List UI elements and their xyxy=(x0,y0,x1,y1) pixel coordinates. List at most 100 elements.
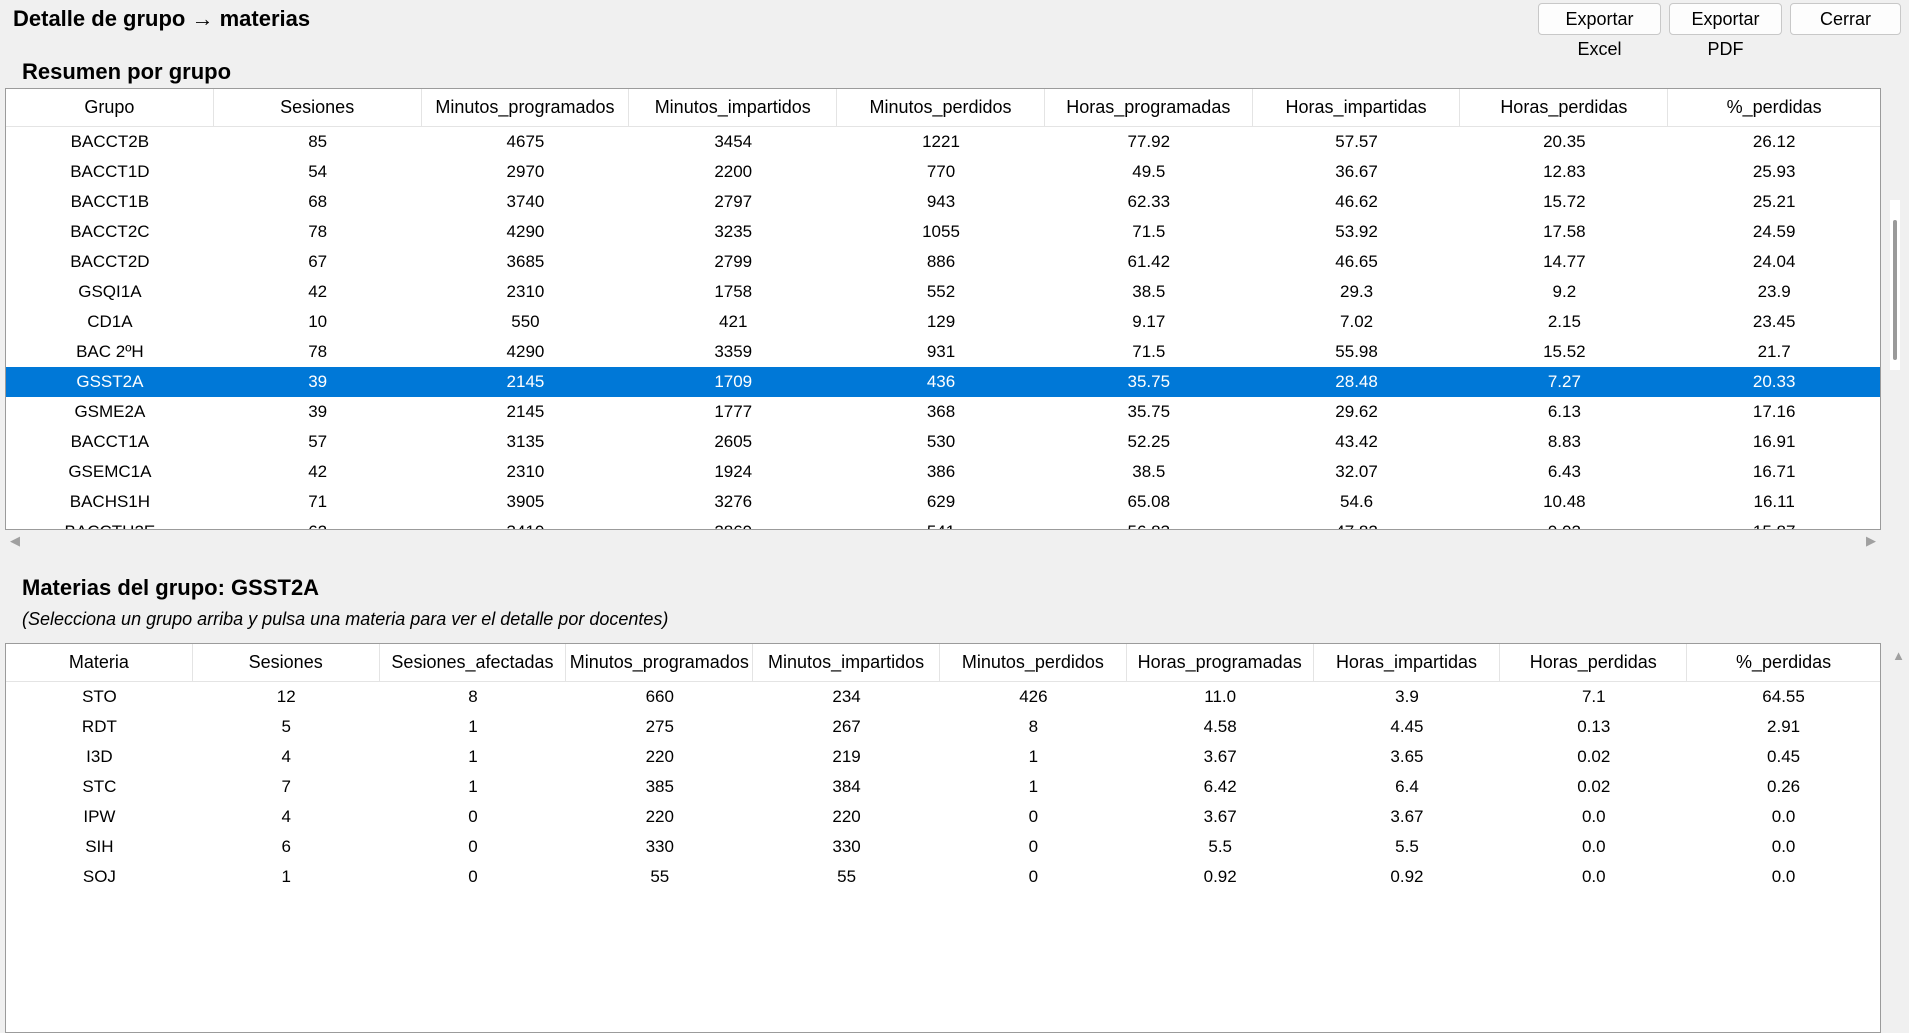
table-cell: 2869 xyxy=(629,517,837,529)
export-pdf-button[interactable]: Exportar PDF xyxy=(1669,3,1782,59)
table-row[interactable]: BACCT1B 68 3740 2797 943 62.33 46.62 15.72 25.21 xyxy=(6,187,1880,217)
table-row[interactable]: BACCTH2E623410286954156.8347.829.0215.87 xyxy=(6,517,1880,529)
table-row[interactable]: I3D 4 1 220 219 1 3.67 3.65 0.02 0.45 xyxy=(6,742,1880,772)
table-row[interactable]: GSEMC1A 42 2310 1924 386 38.5 32.07 6.43 16.71 xyxy=(6,457,1880,487)
table-cell: 77.92 xyxy=(1127,132,1171,151)
table-cell: 23.45 xyxy=(1752,312,1796,331)
table-cell: 43.42 xyxy=(1335,432,1378,451)
table-row[interactable]: GSST2A 39 2145 1709 436 35.75 28.48 7.27 20.33 xyxy=(6,367,1880,397)
table-cell: 0 xyxy=(468,837,478,856)
table-row[interactable]: SIH 6 0 330 330 0 5.5 5.5 0.0 0.0 xyxy=(6,832,1880,862)
column-header-minutos-programados[interactable]: Minutos_programados xyxy=(566,644,754,681)
table-cell: 78 xyxy=(308,222,328,241)
table-cell: 12 xyxy=(276,687,296,706)
table-cell: 8 xyxy=(1028,717,1039,736)
table-cell: 4 xyxy=(281,807,291,826)
table-cell: 3.65 xyxy=(1390,747,1424,766)
summary-horizontal-scrollbar[interactable]: ◀ ▶ xyxy=(5,533,1881,551)
column-header-horas-programadas[interactable]: Horas_programadas xyxy=(1127,644,1314,681)
column-header-minutos-perdidos[interactable]: Minutos_perdidos xyxy=(837,89,1045,126)
table-row[interactable]: GSQI1A 42 2310 1758 552 38.5 29.3 9.2 23.9 xyxy=(6,277,1880,307)
table-row[interactable]: SOJ 1 0 55 55 0 0.92 0.92 0.0 0.0 xyxy=(6,862,1880,892)
table-row[interactable]: BACCT2D 67 3685 2799 886 61.42 46.65 14.77 24.04 xyxy=(6,247,1880,277)
column-header-horas-impartidas[interactable]: Horas_impartidas xyxy=(1314,644,1501,681)
table-cell: 4.45 xyxy=(1390,717,1424,736)
table-row[interactable]: BAC 2ºH 78 4290 3359 931 71.5 55.98 15.52 21.7 xyxy=(6,337,1880,367)
table-cell: 384 xyxy=(832,777,861,796)
table-cell: 46.65 xyxy=(1335,252,1378,271)
table-row[interactable]: BACCT2B 85 4675 3454 1221 77.92 57.57 20.35 26.1… xyxy=(6,127,1880,157)
table-cell: 26.12 xyxy=(1752,132,1796,151)
table-cell: 1 xyxy=(1028,747,1039,766)
table-cell: 35.75 xyxy=(1127,402,1171,421)
table-cell: 1 xyxy=(281,867,291,886)
table-row[interactable]: IPW 4 0 220 220 0 3.67 3.67 0.0 0.0 xyxy=(6,802,1880,832)
table-cell: 85 xyxy=(308,132,328,151)
detail-title-prefix: Materias del grupo: xyxy=(22,575,232,600)
table-cell: 47.82 xyxy=(1253,517,1461,529)
summary-table[interactable]: Grupo Sesiones Minutos_programados Minutos_… xyxy=(5,88,1881,530)
table-cell: 0 xyxy=(1028,807,1039,826)
scroll-left-icon[interactable]: ◀ xyxy=(10,533,20,548)
detail-scroll-up-icon[interactable]: ▲ xyxy=(1892,648,1905,663)
table-cell: 9.02 xyxy=(1460,517,1668,529)
table-cell: 2200 xyxy=(714,162,753,181)
column-header-horas-perdidas[interactable]: Horas_perdidas xyxy=(1460,89,1669,126)
table-cell: 2970 xyxy=(506,162,545,181)
table-cell: 220 xyxy=(832,807,861,826)
column-header-materia[interactable]: Materia xyxy=(6,644,193,681)
table-cell: 62 xyxy=(214,517,422,529)
table-row[interactable]: BACCT2C 78 4290 3235 1055 71.5 53.92 17.58 24.59 xyxy=(6,217,1880,247)
table-cell: 0.02 xyxy=(1577,777,1611,796)
column-header-horas-perdidas[interactable]: Horas_perdidas xyxy=(1500,644,1688,681)
table-row[interactable]: GSME2A 39 2145 1777 368 35.75 29.62 6.13 17.16 xyxy=(6,397,1880,427)
table-row[interactable]: STO 12 8 660 234 426 11.0 3.9 7.1 64.55 xyxy=(6,682,1880,712)
export-excel-button[interactable]: Exportar Excel xyxy=(1538,3,1661,59)
column-header-minutos-programados[interactable]: Minutos_programados xyxy=(422,89,630,126)
table-cell: 15.87 xyxy=(1668,517,1880,529)
column-header-minutos-impartidos[interactable]: Minutos_impartidos xyxy=(753,644,940,681)
column-header-grupo[interactable]: Grupo xyxy=(6,89,214,126)
table-cell: 10.48 xyxy=(1543,492,1586,511)
column-header-minutos-impartidos[interactable]: Minutos_impartidos xyxy=(629,89,838,126)
table-cell: 42 xyxy=(308,462,328,481)
summary-scroll-thumb[interactable] xyxy=(1893,220,1897,360)
scroll-right-icon[interactable]: ▶ xyxy=(1866,533,1876,548)
table-cell: 1 xyxy=(468,777,478,796)
table-cell: 29.62 xyxy=(1335,402,1378,421)
table-cell: 15.52 xyxy=(1543,342,1586,361)
table-cell: BACCT2D xyxy=(70,252,150,271)
table-cell: 0.92 xyxy=(1203,867,1237,886)
table-cell: 36.67 xyxy=(1335,162,1378,181)
column-header-sesiones[interactable]: Sesiones xyxy=(193,644,380,681)
table-cell: STO xyxy=(82,687,117,706)
close-button[interactable]: Cerrar xyxy=(1790,3,1901,35)
table-cell: BAC 2ºH xyxy=(76,342,144,361)
column-header-minutos-perdidos[interactable]: Minutos_perdidos xyxy=(940,644,1127,681)
summary-vertical-scrollbar[interactable] xyxy=(1890,200,1900,370)
table-row[interactable]: STC 7 1 385 384 1 6.42 6.4 0.02 0.26 xyxy=(6,772,1880,802)
table-cell: 24.59 xyxy=(1752,222,1796,241)
table-cell: 943 xyxy=(926,192,956,211)
table-cell: 0.0 xyxy=(1771,867,1796,886)
table-cell: 3.67 xyxy=(1390,807,1424,826)
column-header--perdidas[interactable]: %_perdidas xyxy=(1736,652,1832,672)
detail-table[interactable]: Materia Sesiones Sesiones_afectadas Minutos… xyxy=(5,643,1881,1033)
column-header--perdidas[interactable]: %_perdidas xyxy=(1726,97,1822,117)
table-cell: SIH xyxy=(85,837,114,856)
table-cell: 4290 xyxy=(506,342,545,361)
column-header-sesiones[interactable]: Sesiones xyxy=(214,89,422,126)
column-header-sesiones-afectadas[interactable]: Sesiones_afectadas xyxy=(380,644,567,681)
table-row[interactable]: CD1A 10 550 421 129 9.17 7.02 2.15 23.45 xyxy=(6,307,1880,337)
table-cell: 1221 xyxy=(922,132,960,151)
table-row[interactable]: BACCT1A 57 3135 2605 530 52.25 43.42 8.83 16.91 xyxy=(6,427,1880,457)
table-cell: 7.02 xyxy=(1340,312,1374,331)
column-header-horas-programadas[interactable]: Horas_programadas xyxy=(1045,89,1253,126)
table-cell: 6.13 xyxy=(1547,402,1581,421)
table-cell: 16.91 xyxy=(1752,432,1796,451)
table-row[interactable]: BACHS1H 71 3905 3276 629 65.08 54.6 10.48 16.11 xyxy=(6,487,1880,517)
table-cell: 275 xyxy=(645,717,674,736)
column-header-horas-impartidas[interactable]: Horas_impartidas xyxy=(1253,89,1461,126)
table-row[interactable]: RDT 5 1 275 267 8 4.58 4.45 0.13 2.91 xyxy=(6,712,1880,742)
table-row[interactable]: BACCT1D 54 2970 2200 770 49.5 36.67 12.83 25.93 xyxy=(6,157,1880,187)
